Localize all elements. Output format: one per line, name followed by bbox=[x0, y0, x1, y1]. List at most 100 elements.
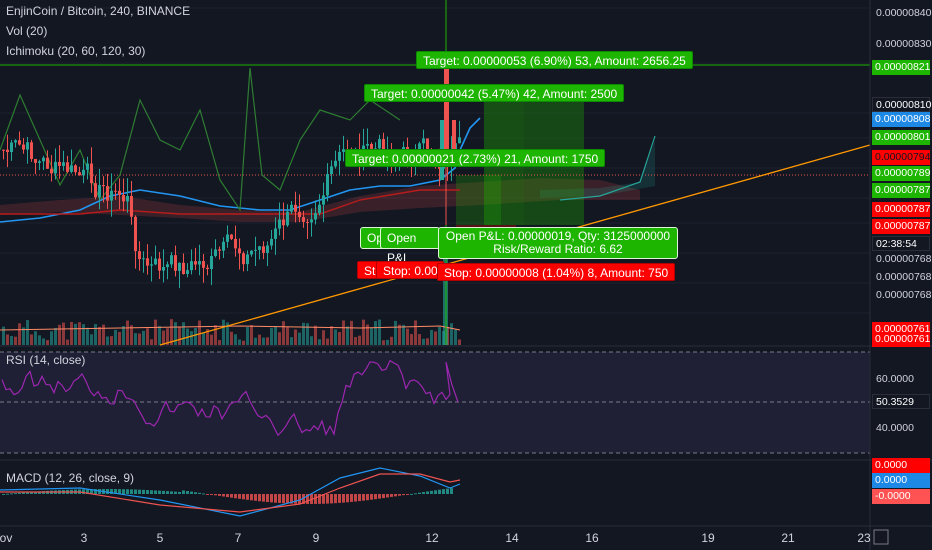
volume-bar bbox=[50, 331, 53, 345]
rsi-pane[interactable] bbox=[0, 351, 870, 454]
macd-histogram-bar bbox=[382, 494, 385, 499]
macd-histogram-bar bbox=[242, 494, 245, 500]
volume-bar bbox=[314, 325, 317, 345]
time-axis-tick: 3 bbox=[80, 531, 88, 545]
ichimoku-indicator-label[interactable]: Ichimoku (20, 60, 120, 30) bbox=[6, 44, 146, 58]
macd-histogram-bar bbox=[38, 491, 41, 494]
candle-body bbox=[326, 174, 329, 196]
candle-body bbox=[122, 194, 125, 202]
candle-body bbox=[62, 162, 65, 166]
macd-histogram-bar bbox=[194, 492, 197, 494]
price-tag: 0.00000794 bbox=[872, 150, 930, 165]
ichimoku-cloud bbox=[0, 140, 655, 222]
volume-bar bbox=[90, 334, 93, 345]
kijun-line bbox=[0, 189, 460, 215]
volume-bar bbox=[418, 334, 421, 345]
volume-bar bbox=[226, 322, 229, 345]
volume-bar bbox=[390, 336, 393, 345]
volume-bar bbox=[374, 321, 377, 345]
macd-histogram-bar bbox=[238, 494, 241, 499]
volume-bar bbox=[106, 336, 109, 345]
candle-body bbox=[444, 60, 449, 160]
volume-bar bbox=[238, 339, 241, 345]
candle-body bbox=[14, 140, 17, 143]
cloud-area bbox=[0, 178, 640, 222]
macd-histogram-bar bbox=[258, 494, 261, 502]
candle-body bbox=[142, 258, 145, 260]
volume-bar bbox=[250, 325, 253, 345]
macd-histogram-bar bbox=[270, 494, 273, 503]
volume-bar bbox=[30, 334, 33, 345]
volume-bar bbox=[198, 320, 201, 345]
candle-body bbox=[22, 144, 25, 150]
price-axis-label: 0.00000768 bbox=[876, 271, 932, 283]
volume-bar bbox=[54, 327, 57, 345]
candle-body bbox=[278, 219, 281, 229]
volume-bar bbox=[426, 338, 429, 345]
macd-histogram-bar bbox=[86, 489, 89, 494]
volume-bar bbox=[230, 331, 233, 345]
rsi-indicator-label[interactable]: RSI (14, close) bbox=[6, 353, 86, 367]
macd-histogram-bar bbox=[302, 494, 305, 504]
signal-line bbox=[0, 473, 461, 513]
candle-body bbox=[322, 195, 325, 205]
macd-histogram-bar bbox=[250, 494, 253, 501]
macd-histogram-bar bbox=[222, 494, 225, 497]
stop-label-2[interactable]: Stop: 0.00 bbox=[376, 261, 444, 279]
macd-histogram-bar bbox=[290, 494, 293, 504]
volume-bar bbox=[266, 337, 269, 345]
macd-histogram-bar bbox=[446, 488, 449, 494]
macd-histogram-bar bbox=[442, 489, 445, 494]
volume-bar bbox=[318, 339, 321, 345]
macd-pane[interactable] bbox=[0, 467, 461, 517]
target-label-mid[interactable]: Target: 0.00000042 (5.47%) 42, Amount: 2… bbox=[364, 84, 625, 102]
candle-body bbox=[286, 211, 289, 226]
volume-bar bbox=[278, 332, 281, 345]
macd-histogram-bar bbox=[418, 492, 421, 494]
target-label-low[interactable]: Target: 0.00000021 (2.73%) 21, Amount: 1… bbox=[345, 149, 606, 167]
macd-histogram-bar bbox=[386, 494, 389, 498]
volume-bar bbox=[62, 322, 65, 345]
volume-bar bbox=[166, 328, 169, 345]
volume-bar bbox=[386, 339, 389, 345]
macd-histogram-bar bbox=[426, 491, 429, 494]
macd-histogram-bar bbox=[170, 491, 173, 494]
macd-histogram-bar bbox=[282, 494, 285, 504]
candle-body bbox=[226, 234, 229, 242]
candle-body bbox=[10, 142, 13, 153]
macd-histogram-bar bbox=[406, 494, 409, 495]
candle-body bbox=[6, 149, 9, 153]
candle-body bbox=[206, 267, 209, 269]
candle-body bbox=[106, 186, 109, 201]
candle-body bbox=[198, 261, 201, 265]
price-axis-label: 0.00000830 bbox=[876, 38, 932, 50]
volume-bar bbox=[274, 325, 277, 345]
price-axis-label: 0.00000768 bbox=[876, 253, 932, 265]
volume-bar bbox=[130, 325, 133, 345]
macd-histogram-bar bbox=[198, 492, 201, 494]
macd-histogram-bar bbox=[206, 494, 209, 495]
candle-body bbox=[34, 158, 37, 163]
volume-bar bbox=[458, 339, 461, 345]
volume-bar bbox=[6, 334, 9, 345]
candle-body bbox=[222, 241, 225, 251]
macd-histogram-bar bbox=[306, 494, 309, 504]
settings-icon[interactable] bbox=[873, 529, 889, 545]
macd-indicator-label[interactable]: MACD (12, 26, close, 9) bbox=[6, 471, 135, 485]
volume-bar bbox=[254, 337, 257, 345]
volume-bar bbox=[178, 327, 181, 345]
candle-body bbox=[170, 255, 173, 265]
symbol-title[interactable]: EnjinCoin / Bitcoin, 240, BINANCE bbox=[6, 4, 191, 18]
volume-bar bbox=[142, 330, 145, 345]
volume-indicator-label[interactable]: Vol (20) bbox=[6, 24, 48, 38]
candle-body bbox=[26, 142, 29, 150]
target-label-top[interactable]: Target: 0.00000053 (6.90%) 53, Amount: 2… bbox=[416, 51, 693, 69]
price-tag: 0.00000810 bbox=[872, 97, 931, 112]
volume-bar bbox=[306, 323, 309, 345]
macd-tag-signal: 0.0000 bbox=[872, 458, 930, 473]
stop-label-main[interactable]: Stop: 0.00000008 (1.04%) 8, Amount: 750 bbox=[437, 263, 676, 281]
open-pnl-box-main[interactable]: Open P&L: 0.00000019, Qty: 3125000000 Ri… bbox=[438, 227, 678, 259]
open-pnl-box-2[interactable]: Open P&L bbox=[380, 227, 440, 265]
volume-bar bbox=[174, 322, 177, 345]
